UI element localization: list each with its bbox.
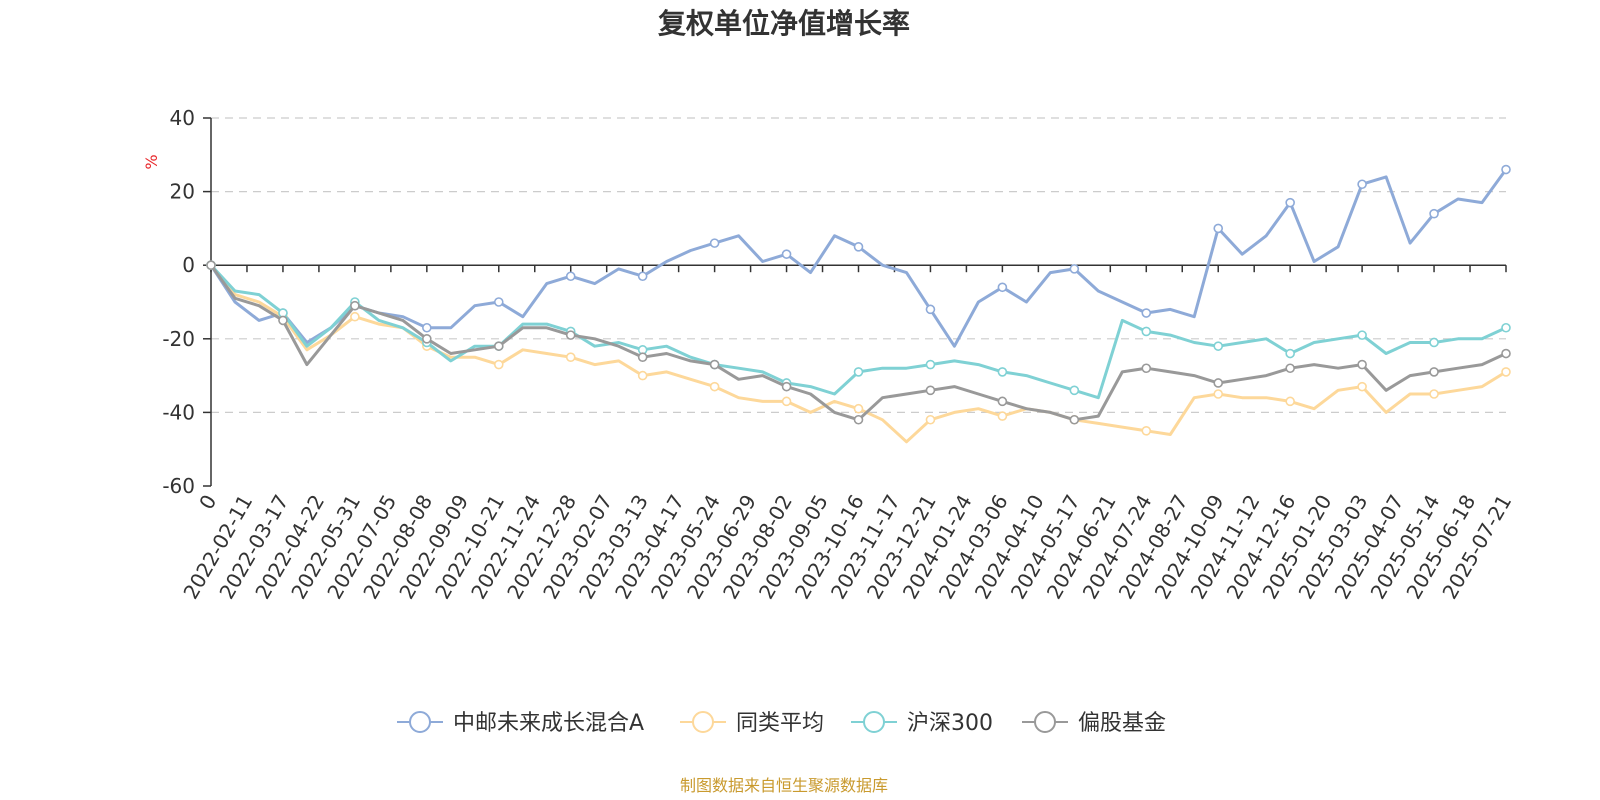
data-point <box>565 352 576 363</box>
data-point <box>709 381 720 392</box>
data-point <box>1285 197 1295 208</box>
data-point <box>493 341 504 351</box>
data-point <box>637 370 648 381</box>
data-point <box>350 300 360 311</box>
data-point <box>853 242 864 252</box>
data-point <box>997 411 1008 421</box>
data-point <box>1357 330 1367 340</box>
y-tick-label: -20 <box>162 327 195 351</box>
data-source-note: 制图数据来自恒生聚源数据库 <box>680 776 888 795</box>
data-point <box>925 414 936 425</box>
data-point <box>853 403 864 414</box>
data-point <box>1141 308 1152 318</box>
legend-marker-icon <box>692 711 714 733</box>
data-point <box>1141 326 1152 337</box>
data-point <box>1501 367 1511 377</box>
data-point <box>1429 337 1439 348</box>
data-point <box>206 260 216 271</box>
data-point <box>493 297 504 307</box>
data-point <box>278 315 288 326</box>
data-point <box>637 271 648 282</box>
chart-title: 复权单位净值增长率 <box>658 7 910 40</box>
data-point <box>997 282 1008 293</box>
x-tick-label: 0 <box>194 491 221 514</box>
y-tick-label: 20 <box>170 180 195 204</box>
data-point <box>1357 179 1367 190</box>
y-tick-label: 0 <box>182 253 195 277</box>
data-point <box>853 414 864 425</box>
data-point <box>637 352 648 363</box>
data-point <box>925 359 936 370</box>
data-point <box>350 311 360 322</box>
data-point <box>1429 389 1439 399</box>
legend-label: 同类平均 <box>736 711 824 736</box>
legend-item[interactable]: 同类平均 <box>680 711 824 736</box>
data-point <box>565 330 576 340</box>
y-tick-label: -60 <box>162 474 195 498</box>
y-axis-unit-label: % <box>142 154 161 169</box>
data-point <box>781 249 792 259</box>
data-point <box>853 367 864 377</box>
legend-marker-icon <box>863 711 885 733</box>
data-point <box>709 359 720 370</box>
data-point <box>1069 385 1080 396</box>
axes: -60-40-200204002022-02-112022-03-172022-… <box>162 106 1516 603</box>
data-point <box>997 367 1008 377</box>
series-line-0 <box>209 168 1508 348</box>
data-point <box>1213 341 1224 351</box>
series-lines <box>206 164 1511 444</box>
legend-label: 沪深300 <box>907 711 993 736</box>
y-tick-label: -40 <box>162 400 195 424</box>
legend-marker-icon <box>1034 711 1056 733</box>
data-point <box>1213 389 1224 399</box>
legend-label: 偏股基金 <box>1078 711 1166 736</box>
legend-label: 中邮未来成长混合A <box>453 711 644 736</box>
data-point <box>1501 348 1511 359</box>
data-point <box>493 359 504 370</box>
legend[interactable]: 中邮未来成长混合A 同类平均 沪深300 偏股基金 <box>397 711 1166 736</box>
legend-item[interactable]: 偏股基金 <box>1022 711 1166 736</box>
data-point <box>1501 322 1511 333</box>
data-point <box>422 333 432 344</box>
data-point <box>1285 348 1295 359</box>
data-point <box>1069 264 1080 274</box>
data-point <box>1285 363 1295 374</box>
data-point <box>709 238 720 248</box>
data-point <box>565 271 576 282</box>
data-point <box>1213 378 1224 388</box>
data-point <box>1357 381 1367 392</box>
data-point <box>1285 396 1295 407</box>
legend-item[interactable]: 中邮未来成长混合A <box>397 711 644 736</box>
data-point <box>1429 367 1439 377</box>
legend-marker-icon <box>409 711 431 733</box>
legend-item[interactable]: 沪深300 <box>851 711 993 736</box>
data-point <box>1429 208 1439 219</box>
data-point <box>781 396 792 407</box>
data-point <box>925 385 936 396</box>
y-tick-label: 40 <box>170 106 195 130</box>
data-point <box>1141 425 1152 436</box>
data-point <box>781 381 792 392</box>
data-point <box>925 304 936 315</box>
data-point <box>997 396 1008 407</box>
data-point <box>1069 414 1080 425</box>
data-point <box>1501 164 1511 175</box>
data-point <box>1357 359 1367 370</box>
data-point <box>422 322 432 333</box>
data-point <box>1141 363 1152 374</box>
data-point <box>1213 223 1224 234</box>
